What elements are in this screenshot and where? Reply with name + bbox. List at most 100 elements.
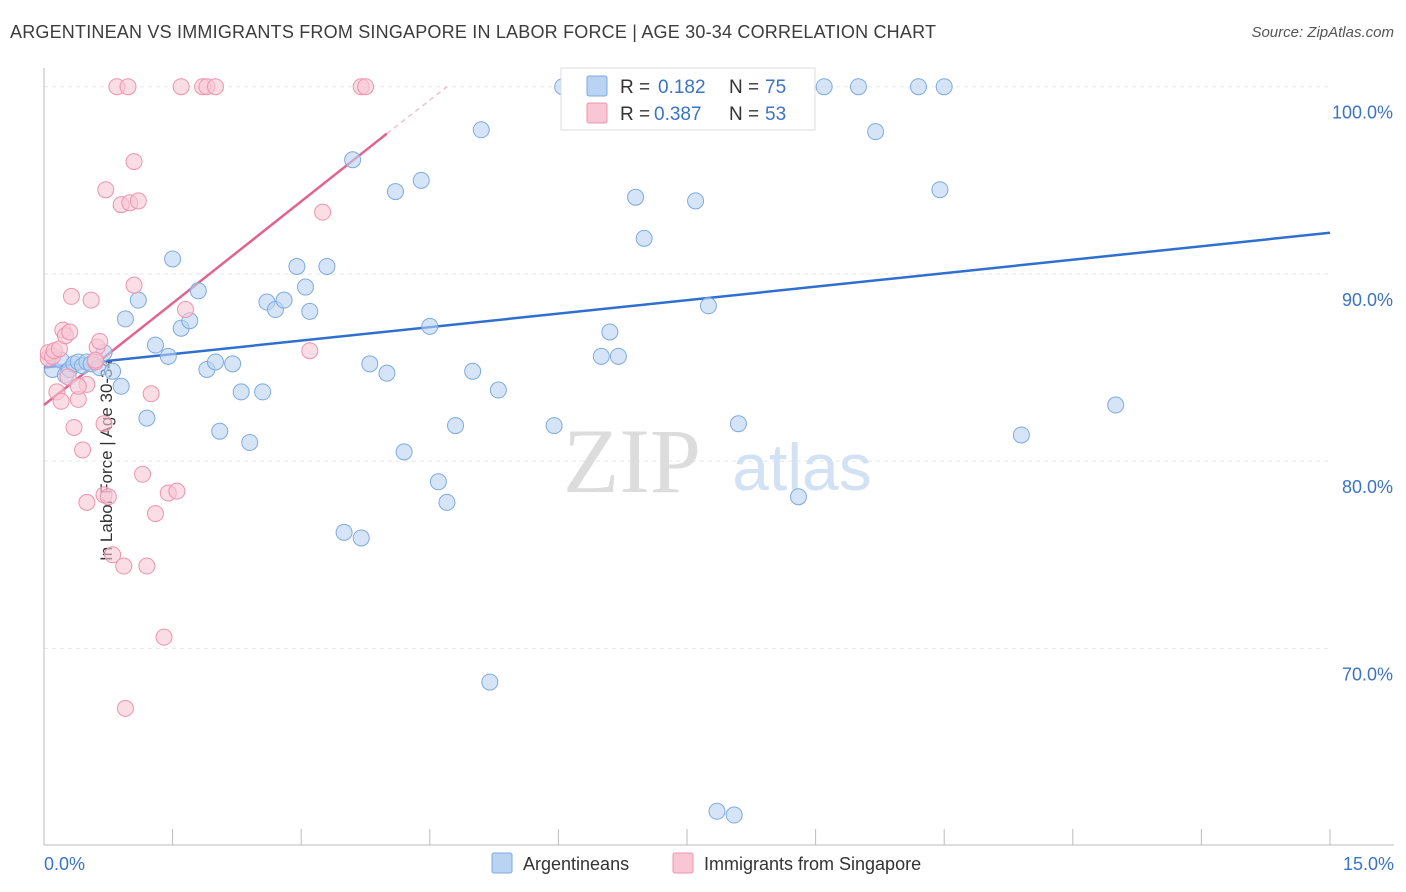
singapore-point[interactable] — [129, 192, 147, 210]
axes — [43, 68, 1394, 846]
argentinean-point[interactable] — [159, 347, 177, 365]
argentinean-point[interactable] — [387, 183, 405, 201]
argentinean-point[interactable] — [378, 364, 396, 382]
argentinean-point[interactable] — [931, 181, 949, 199]
x-tick-label-min: 0.0% — [44, 854, 85, 874]
singapore-point[interactable] — [168, 482, 186, 500]
singapore-point[interactable] — [99, 488, 117, 506]
argentinean-point[interactable] — [789, 488, 807, 506]
argentinean-point[interactable] — [412, 171, 430, 189]
argentinean-point[interactable] — [472, 121, 490, 139]
argentinean-point[interactable] — [601, 323, 619, 341]
argentinean-point[interactable] — [112, 377, 130, 395]
argentinean-point[interactable] — [464, 362, 482, 380]
argentinean-point[interactable] — [104, 362, 122, 380]
singapore-point[interactable] — [155, 628, 173, 646]
singapore-point[interactable] — [125, 153, 143, 171]
singapore-point[interactable] — [65, 418, 83, 436]
argentinean-point[interactable] — [129, 291, 147, 309]
singapore-point[interactable] — [78, 493, 96, 511]
argentinean-point[interactable] — [232, 383, 250, 401]
singapore-point[interactable] — [61, 323, 79, 341]
argentinean-point[interactable] — [609, 347, 627, 365]
argentinean-point[interactable] — [211, 422, 229, 440]
singapore-point[interactable] — [91, 332, 109, 350]
singapore-point[interactable] — [357, 78, 374, 96]
argentinean-point[interactable] — [138, 409, 156, 427]
argentinean-point[interactable] — [447, 417, 465, 435]
legend-argentineans-label[interactable]: Argentineans — [523, 854, 629, 874]
argentinean-point[interactable] — [849, 78, 867, 96]
singapore-point[interactable] — [74, 441, 92, 459]
argentinean-point[interactable] — [635, 229, 653, 247]
argentinean-point[interactable] — [421, 317, 439, 335]
argentinean-point[interactable] — [725, 806, 743, 824]
argentinean-point[interactable] — [545, 417, 563, 435]
argentinean-point[interactable] — [429, 473, 447, 491]
argentinean-point[interactable] — [335, 523, 353, 541]
singapore-point[interactable] — [172, 78, 190, 96]
argentinean-point[interactable] — [146, 336, 164, 354]
argentinean-point[interactable] — [1107, 396, 1125, 414]
singapore-point[interactable] — [104, 546, 122, 564]
singapore-point[interactable] — [142, 385, 160, 403]
argentinean-point[interactable] — [935, 78, 953, 96]
singapore-point[interactable] — [62, 287, 80, 305]
argentinean-point[interactable] — [481, 673, 499, 691]
singapore-point[interactable] — [115, 557, 133, 575]
argentinean-point[interactable] — [729, 415, 747, 433]
argentinean-point[interactable] — [116, 310, 134, 328]
argentinean-point[interactable] — [206, 353, 224, 371]
argentinean-point[interactable] — [627, 188, 645, 206]
stats-blue-n-value: 75 — [765, 77, 786, 98]
argentinean-point[interactable] — [301, 302, 319, 320]
argentinean-point[interactable] — [708, 802, 726, 820]
argentinean-point[interactable] — [909, 78, 927, 96]
argentinean-point[interactable] — [254, 383, 272, 401]
argentinean-point[interactable] — [438, 493, 456, 511]
singapore-point[interactable] — [206, 78, 224, 96]
singapore-point[interactable] — [146, 505, 164, 523]
singapore-point[interactable] — [176, 301, 194, 319]
argentinean-point[interactable] — [815, 78, 833, 96]
argentinean-point[interactable] — [241, 433, 259, 451]
argentinean-point[interactable] — [288, 257, 306, 275]
singapore-point[interactable] — [119, 78, 137, 96]
singapore-point[interactable] — [52, 392, 70, 410]
argentinean-point[interactable] — [275, 291, 293, 309]
stats-blue-r-label: R = — [620, 77, 650, 98]
y-tick-label: 100.0% — [1332, 103, 1393, 123]
argentinean-point[interactable] — [224, 355, 242, 373]
argentinean-point[interactable] — [296, 278, 314, 296]
singapore-point[interactable] — [134, 465, 152, 483]
singapore-point[interactable] — [138, 557, 156, 575]
argentinean-point[interactable] — [1012, 426, 1030, 444]
legend-singapore-swatch[interactable] — [672, 852, 694, 874]
argentinean-point[interactable] — [489, 381, 507, 399]
singapore-point[interactable] — [86, 351, 104, 369]
argentinean-point[interactable] — [592, 347, 610, 365]
legend-argentineans-swatch[interactable] — [491, 852, 513, 874]
legend-singapore-label[interactable]: Immigrants from Singapore — [704, 854, 921, 874]
argentinean-point[interactable] — [344, 151, 362, 169]
singapore-point[interactable] — [97, 181, 115, 199]
argentinean-point[interactable] — [318, 257, 336, 275]
argentinean-point[interactable] — [164, 250, 182, 268]
argentinean-point[interactable] — [699, 297, 717, 315]
singapore-point[interactable] — [314, 203, 332, 221]
singapore-point[interactable] — [69, 377, 87, 395]
argentinean-point[interactable] — [395, 443, 413, 461]
argentinean-point[interactable] — [867, 123, 885, 141]
y-tick-labels: 70.0% 80.0% 90.0% 100.0% — [1332, 103, 1393, 685]
argentinean-point[interactable] — [189, 282, 207, 300]
singapore-point[interactable] — [125, 276, 143, 294]
argentinean-point[interactable] — [361, 355, 379, 373]
singapore-point[interactable] — [82, 291, 100, 309]
singapore-point[interactable] — [301, 342, 319, 360]
stats-legend: R = 0.182 N = 75 R = 0.387 N = 53 — [560, 67, 816, 131]
singapore-point[interactable] — [116, 699, 134, 717]
argentinean-point[interactable] — [687, 192, 705, 210]
singapore-point[interactable] — [95, 415, 113, 433]
argentinean-point[interactable] — [352, 529, 370, 547]
